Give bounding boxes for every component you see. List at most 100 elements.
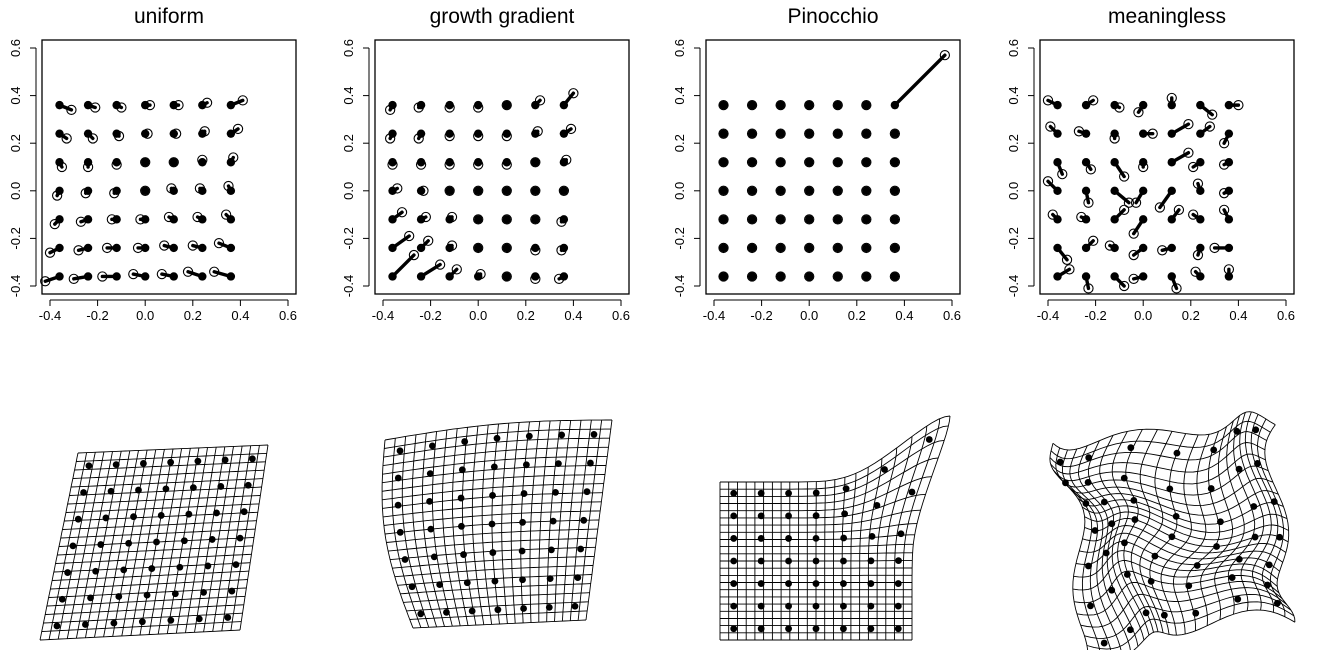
y-tick-label: 0.6 xyxy=(8,39,23,57)
landmark-dot xyxy=(840,534,848,542)
reference-point xyxy=(559,158,569,167)
grid-line xyxy=(55,553,252,564)
x-tick-label: 0.4 xyxy=(1229,308,1247,323)
landmark-dot xyxy=(552,488,559,496)
target-point xyxy=(1204,121,1215,132)
reference-point xyxy=(388,158,397,167)
reference-point xyxy=(1053,215,1062,224)
reference-point xyxy=(1196,215,1205,224)
reference-point xyxy=(719,100,728,110)
reference-point xyxy=(890,243,900,253)
grid-line xyxy=(720,509,921,526)
landmark-dot xyxy=(757,557,765,565)
landmark-dot xyxy=(224,614,232,621)
reference-point xyxy=(559,215,569,224)
reference-point xyxy=(474,215,483,224)
grid-line xyxy=(720,476,932,512)
landmark-dot xyxy=(1207,485,1215,492)
grid-line xyxy=(1079,532,1283,563)
reference-point xyxy=(862,186,871,195)
reference-point xyxy=(1081,158,1091,167)
reference-point xyxy=(502,215,511,224)
reference-point xyxy=(719,215,728,224)
reference-point xyxy=(890,158,900,167)
landmark-dot xyxy=(189,484,197,492)
reference-point xyxy=(141,186,150,195)
reference-point xyxy=(1081,215,1091,224)
landmark-dot xyxy=(176,563,184,571)
reference-point xyxy=(474,100,483,110)
target-point xyxy=(113,130,125,142)
reference-point xyxy=(198,129,207,138)
reference-point xyxy=(776,129,785,138)
target-point xyxy=(1154,202,1166,213)
reference-point xyxy=(747,158,757,167)
landmark-dot xyxy=(1100,498,1108,506)
landmark-dot xyxy=(522,461,530,469)
reference-point xyxy=(890,186,900,195)
grid-line xyxy=(911,415,951,640)
grid-line xyxy=(43,612,243,624)
target-point xyxy=(501,271,512,282)
target-point xyxy=(475,268,486,280)
grid-line xyxy=(383,437,610,458)
target-point xyxy=(44,247,56,258)
target-point xyxy=(209,266,220,277)
reference-point xyxy=(112,129,121,138)
reference-point xyxy=(502,129,511,138)
target-point xyxy=(220,209,232,220)
grid-line xyxy=(1149,433,1187,635)
grid-line xyxy=(1080,587,1287,628)
landmark-dot xyxy=(895,557,902,564)
target-point xyxy=(1045,121,1056,132)
target-point xyxy=(444,130,455,142)
target-point xyxy=(718,185,729,196)
landmark-dot xyxy=(489,549,497,556)
reference-point xyxy=(1224,243,1234,253)
target-point xyxy=(1223,264,1235,275)
landmark-dot xyxy=(785,512,792,520)
grid-line xyxy=(382,446,609,467)
reference-point xyxy=(112,186,121,195)
grid-line xyxy=(45,604,244,615)
target-point xyxy=(128,268,139,280)
deformation-grid xyxy=(39,444,269,641)
target-point xyxy=(861,185,872,196)
y-tick-label: -0.4 xyxy=(341,275,356,297)
reference-point xyxy=(416,100,426,110)
grid-line xyxy=(57,545,253,556)
landmark-dot xyxy=(1084,478,1092,486)
target-point xyxy=(718,242,729,254)
target-point xyxy=(501,99,512,111)
target-point xyxy=(832,99,843,111)
landmark-dot xyxy=(1264,581,1271,589)
landmark-dot xyxy=(1185,582,1193,590)
target-point xyxy=(1147,128,1158,139)
grid-line xyxy=(1050,442,1266,475)
target-point xyxy=(473,242,484,254)
reference-point xyxy=(833,186,842,195)
landmark-dot xyxy=(812,625,820,633)
y-tick-label: 0.0 xyxy=(1006,182,1021,200)
landmark-dot xyxy=(549,517,557,525)
landmark-dot xyxy=(1168,533,1176,541)
target-point xyxy=(451,264,462,275)
x-tick-label: 0.0 xyxy=(800,308,818,323)
target-point xyxy=(1076,211,1087,223)
reference-point xyxy=(531,100,540,110)
target-point xyxy=(194,183,206,194)
target-point xyxy=(1138,161,1149,173)
landmark-dot xyxy=(457,494,465,502)
landmark-dot xyxy=(102,514,110,522)
target-point xyxy=(192,211,203,223)
target-point xyxy=(556,216,567,227)
landmark-dot xyxy=(1062,479,1069,487)
grid-line xyxy=(720,543,914,548)
panel-title: uniform xyxy=(134,5,204,28)
landmark-dot xyxy=(554,460,562,468)
target-point xyxy=(1064,264,1075,275)
landmark-dot xyxy=(873,501,881,509)
target-point xyxy=(534,95,546,106)
target-point xyxy=(1188,161,1199,173)
target-point xyxy=(49,218,60,230)
